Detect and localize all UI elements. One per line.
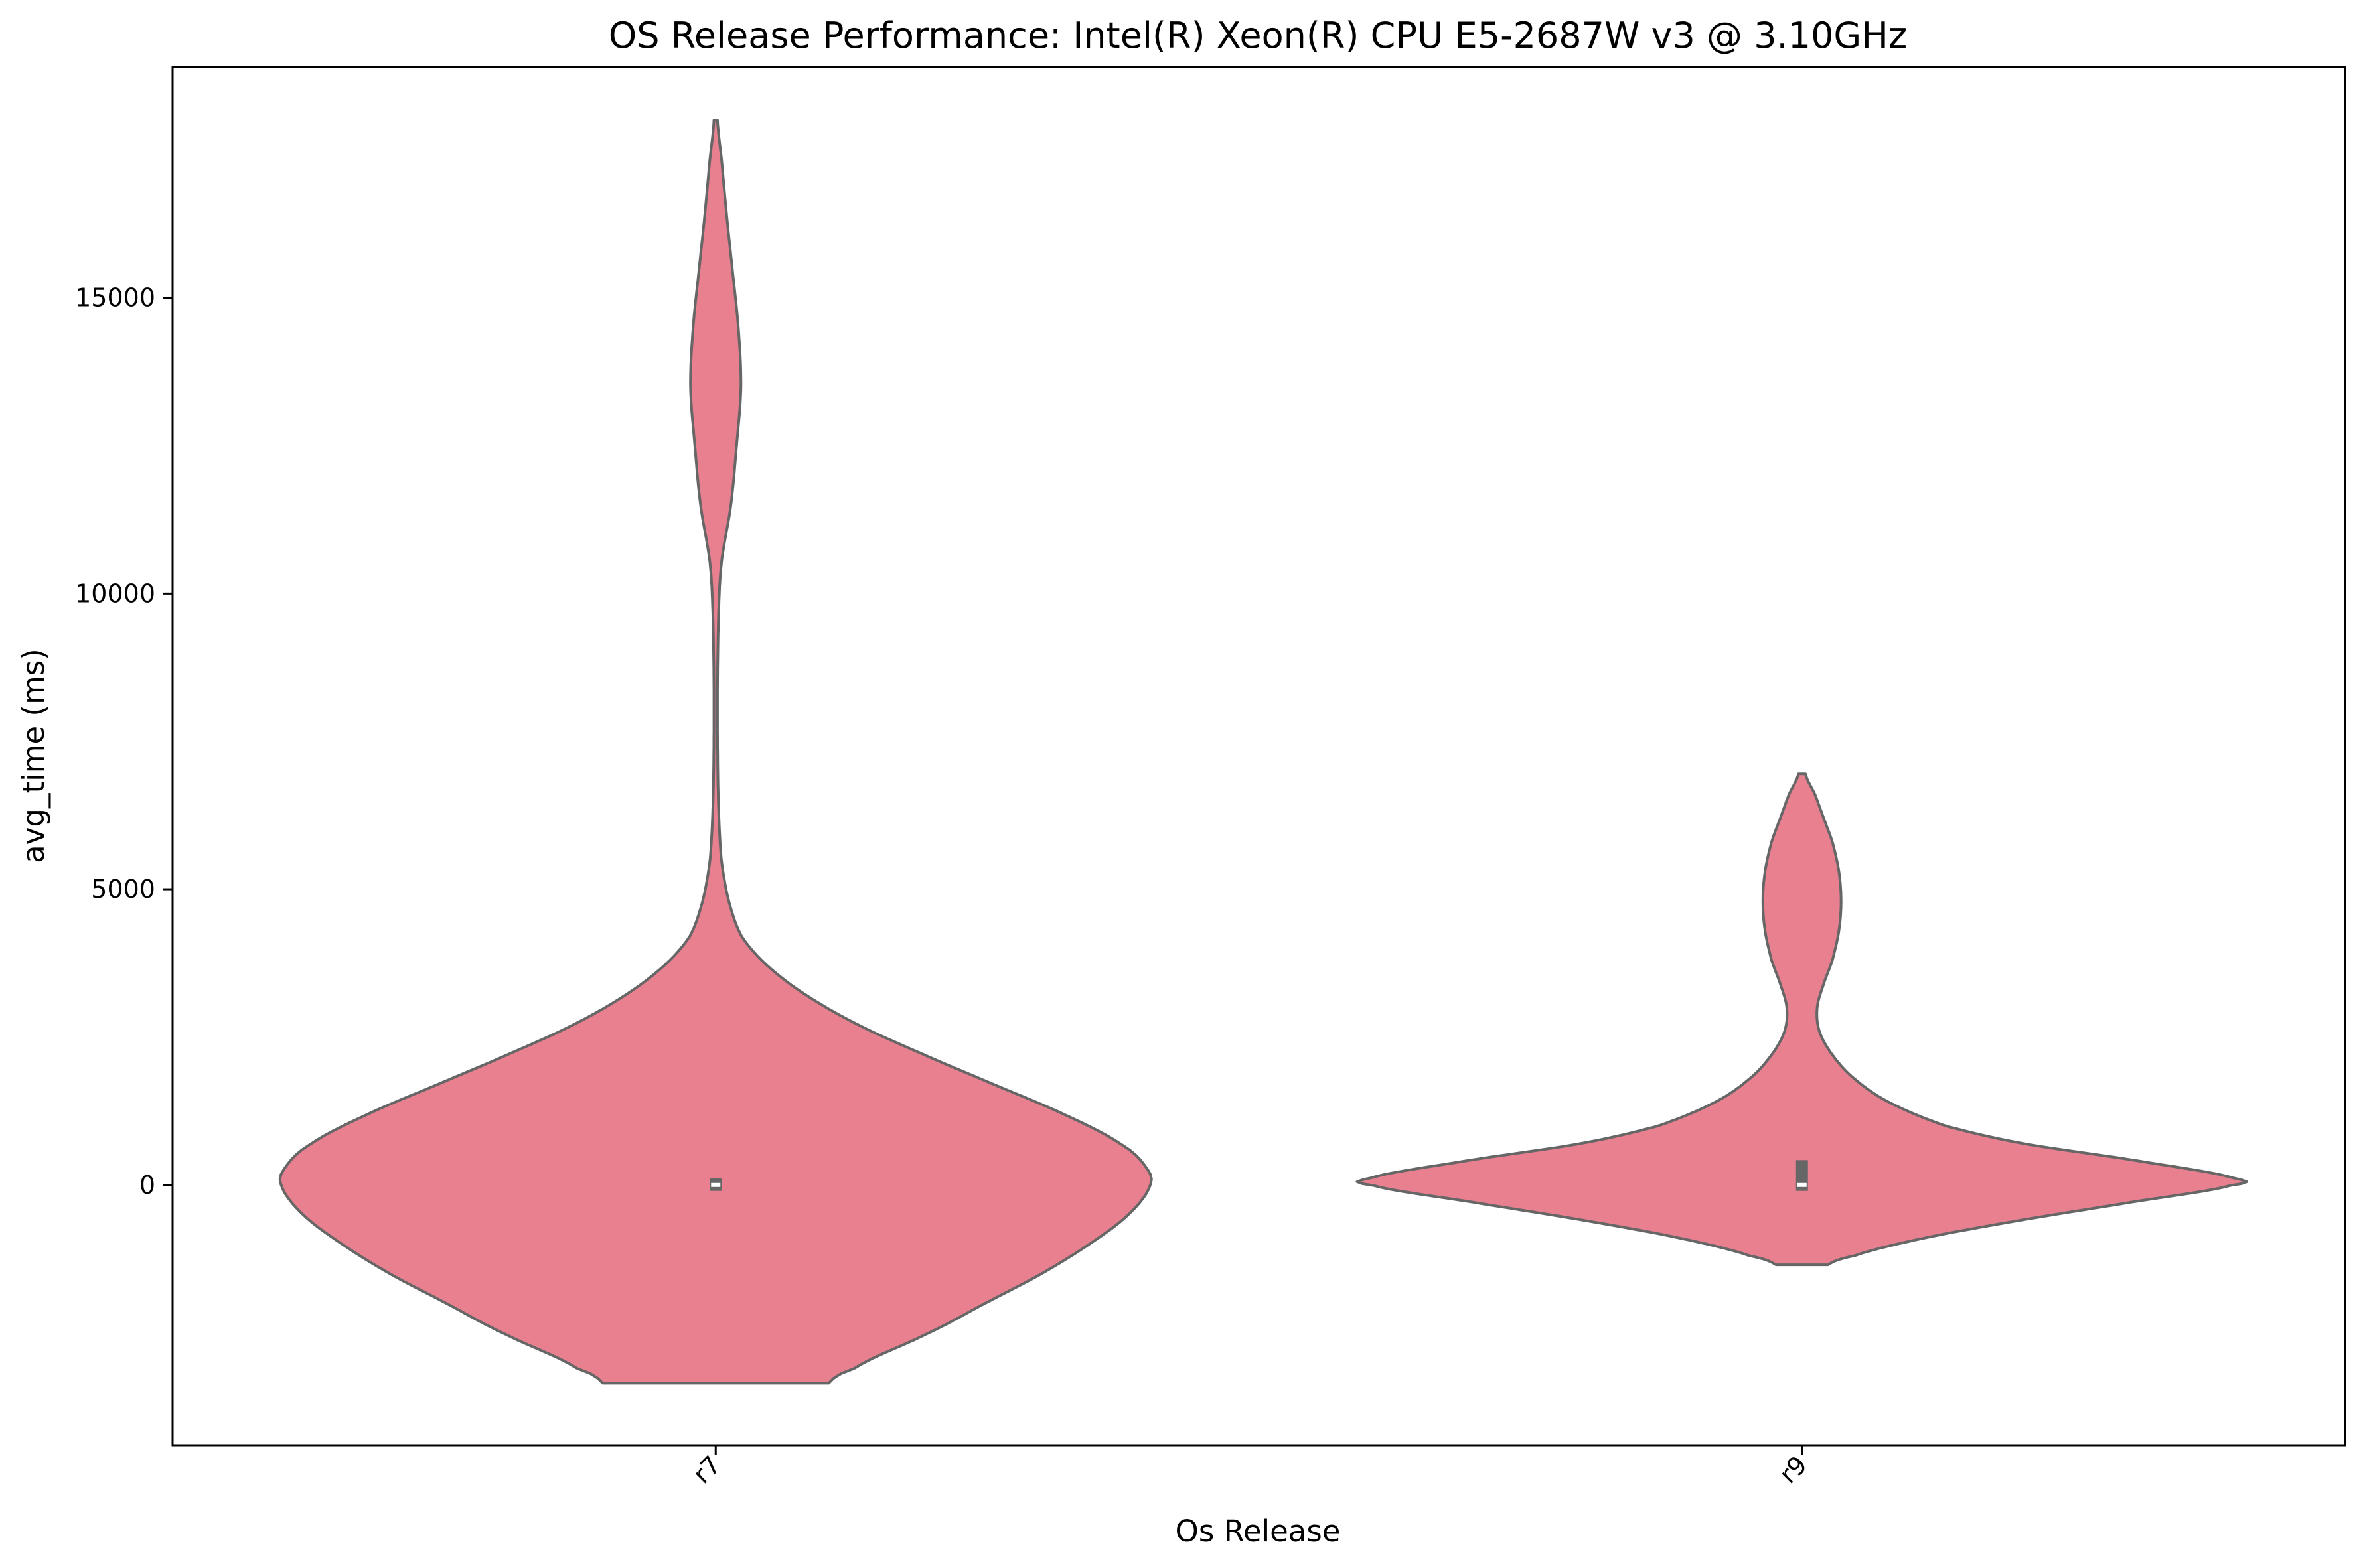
- x-axis-label: Os Release: [1176, 1514, 1341, 1549]
- plot-frame: [171, 66, 2346, 1447]
- violin-r9: [1355, 772, 2248, 1267]
- boxes-layer: [710, 1160, 1808, 1191]
- chart-title: OS Release Performance: Intel(R) Xeon(R)…: [609, 15, 1907, 56]
- y-tick-label: 10000: [75, 579, 155, 608]
- violin-r7: [278, 119, 1153, 1385]
- median-r9: [1797, 1182, 1807, 1187]
- y-axis: 0 5000 10000 15000: [75, 283, 173, 1200]
- violins-layer: [278, 119, 2248, 1385]
- y-tick-label: 5000: [91, 875, 155, 904]
- y-axis-label: avg_time (ms): [16, 648, 51, 863]
- median-r7: [711, 1182, 721, 1187]
- y-tick-label: 15000: [75, 283, 155, 313]
- y-tick-label: 0: [139, 1171, 155, 1200]
